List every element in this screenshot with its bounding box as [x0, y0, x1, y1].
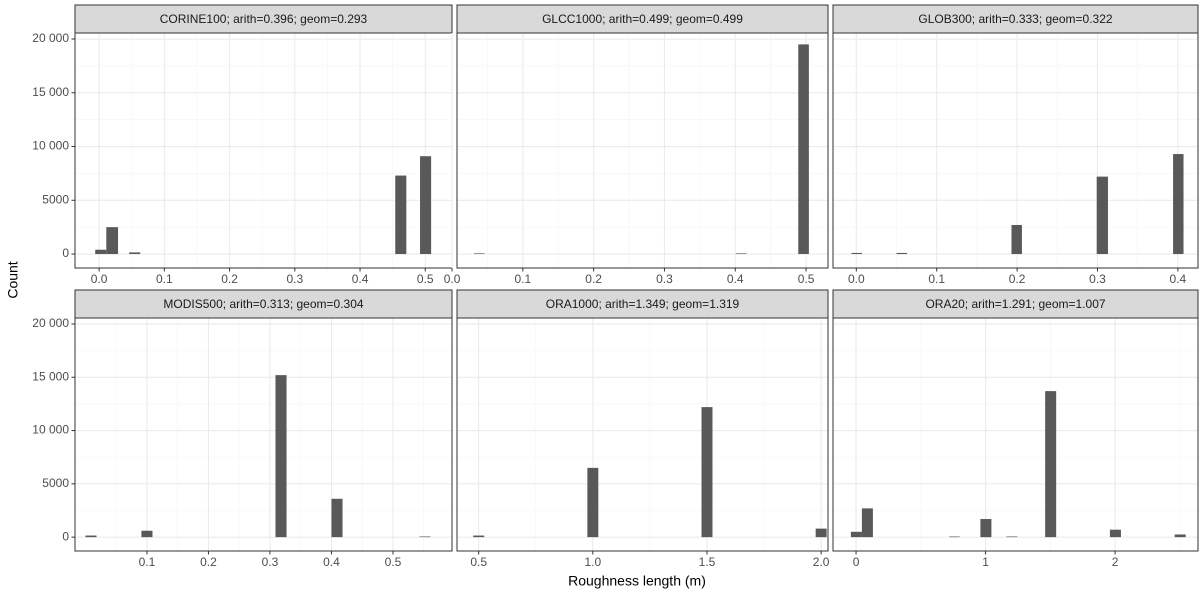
x-tick-label: 0.3 [286, 272, 303, 286]
x-tick-label: 0.0 [91, 272, 108, 286]
bar [419, 536, 431, 538]
bar [735, 253, 747, 255]
y-tick-label: 10 000 [32, 139, 69, 153]
strip [456, 4, 829, 34]
x-tick-label: 0.3 [656, 272, 673, 286]
y-tick-label: 20 000 [32, 31, 69, 45]
bar [587, 467, 599, 538]
y-tick-label: 15 000 [32, 85, 69, 99]
x-tick-label: 0.4 [727, 272, 744, 286]
bar [420, 156, 432, 255]
bar [1174, 534, 1186, 538]
bar [275, 375, 287, 538]
y-tick-label: 15 000 [32, 369, 69, 383]
x-tick-label: 0.5 [470, 555, 487, 569]
strip [832, 289, 1199, 319]
x-tick-label: 0.1 [156, 272, 173, 286]
y-tick-label: 5000 [42, 476, 69, 490]
bars [473, 44, 809, 255]
x-tick-label: 0.1 [139, 555, 156, 569]
x-axis-title: Roughness length (m) [568, 573, 706, 589]
bar [1006, 536, 1018, 538]
strip-title: GLCC1000; arith=0.499; geom=0.499 [542, 12, 743, 26]
x-tick-label: 0.4 [1170, 272, 1187, 286]
bar [1109, 529, 1121, 538]
panel-background [75, 318, 452, 551]
x-tick-label: 2.0 [813, 555, 830, 569]
x-tick-label: 0.1 [515, 272, 532, 286]
x-tick-label: 1 [982, 555, 989, 569]
strip-title: ORA20; arith=1.291; geom=1.007 [925, 297, 1105, 311]
strip-title: ORA1000; arith=1.349; geom=1.319 [546, 297, 740, 311]
bar [1173, 154, 1184, 255]
panel-background [75, 33, 452, 268]
bar [85, 535, 97, 538]
x-tick-label: 0.0 [444, 272, 461, 286]
x-tick-label: 0.1 [928, 272, 945, 286]
panel-background [457, 33, 828, 268]
bar [129, 252, 141, 255]
bar [1045, 391, 1057, 538]
x-tick-label: 2 [1112, 555, 1119, 569]
bar [473, 253, 485, 255]
bar [1011, 224, 1022, 255]
strip-title: GLOB300; arith=0.333; geom=0.322 [918, 12, 1112, 26]
y-axis-title: Count [5, 261, 21, 298]
strip [74, 4, 453, 34]
x-tick-label: 0.5 [798, 272, 815, 286]
x-tick-label: 0.0 [848, 272, 865, 286]
x-tick-label: 1.0 [584, 555, 601, 569]
bars [95, 156, 432, 255]
bar [949, 536, 960, 538]
panel-background [833, 318, 1198, 551]
y-tick-label: 0 [62, 246, 69, 260]
y-tick-label: 5000 [42, 192, 69, 206]
x-tick-label: 0.5 [417, 272, 434, 286]
x-tick-label: 0.3 [1089, 272, 1106, 286]
bars [850, 391, 1186, 538]
bar [861, 508, 873, 538]
bar [850, 531, 862, 538]
y-tick-label: 20 000 [32, 316, 69, 330]
x-tick-label: 0.2 [221, 272, 238, 286]
bars [473, 407, 827, 538]
bar [95, 249, 107, 255]
x-tick-label: 0 [853, 555, 860, 569]
y-tick-label: 10 000 [32, 423, 69, 437]
bar [141, 530, 153, 538]
strip [74, 289, 453, 319]
x-tick-label: 1.5 [699, 555, 716, 569]
strip-title: MODIS500; arith=0.313; geom=0.304 [163, 297, 363, 311]
strip [832, 4, 1199, 34]
x-tick-label: 0.4 [323, 555, 340, 569]
x-tick-label: 0.2 [585, 272, 602, 286]
bars [851, 154, 1184, 255]
bar [473, 535, 485, 538]
bar [896, 252, 907, 255]
x-tick-label: 0.2 [200, 555, 217, 569]
strip [456, 289, 829, 319]
bar [851, 252, 862, 255]
bar [815, 528, 827, 538]
bar [1096, 176, 1108, 255]
panel-background [457, 318, 828, 551]
bar [395, 175, 407, 255]
bar [798, 44, 809, 255]
bar [331, 498, 343, 538]
x-tick-label: 0.2 [1009, 272, 1026, 286]
bar [106, 227, 119, 255]
x-tick-label: 0.5 [385, 555, 402, 569]
bar [701, 407, 713, 538]
bar [980, 519, 992, 538]
strip-title: CORINE100; arith=0.396; geom=0.293 [160, 12, 368, 26]
bars [85, 375, 431, 538]
x-tick-label: 0.4 [352, 272, 369, 286]
x-tick-label: 0.3 [262, 555, 279, 569]
y-tick-label: 0 [62, 529, 69, 543]
